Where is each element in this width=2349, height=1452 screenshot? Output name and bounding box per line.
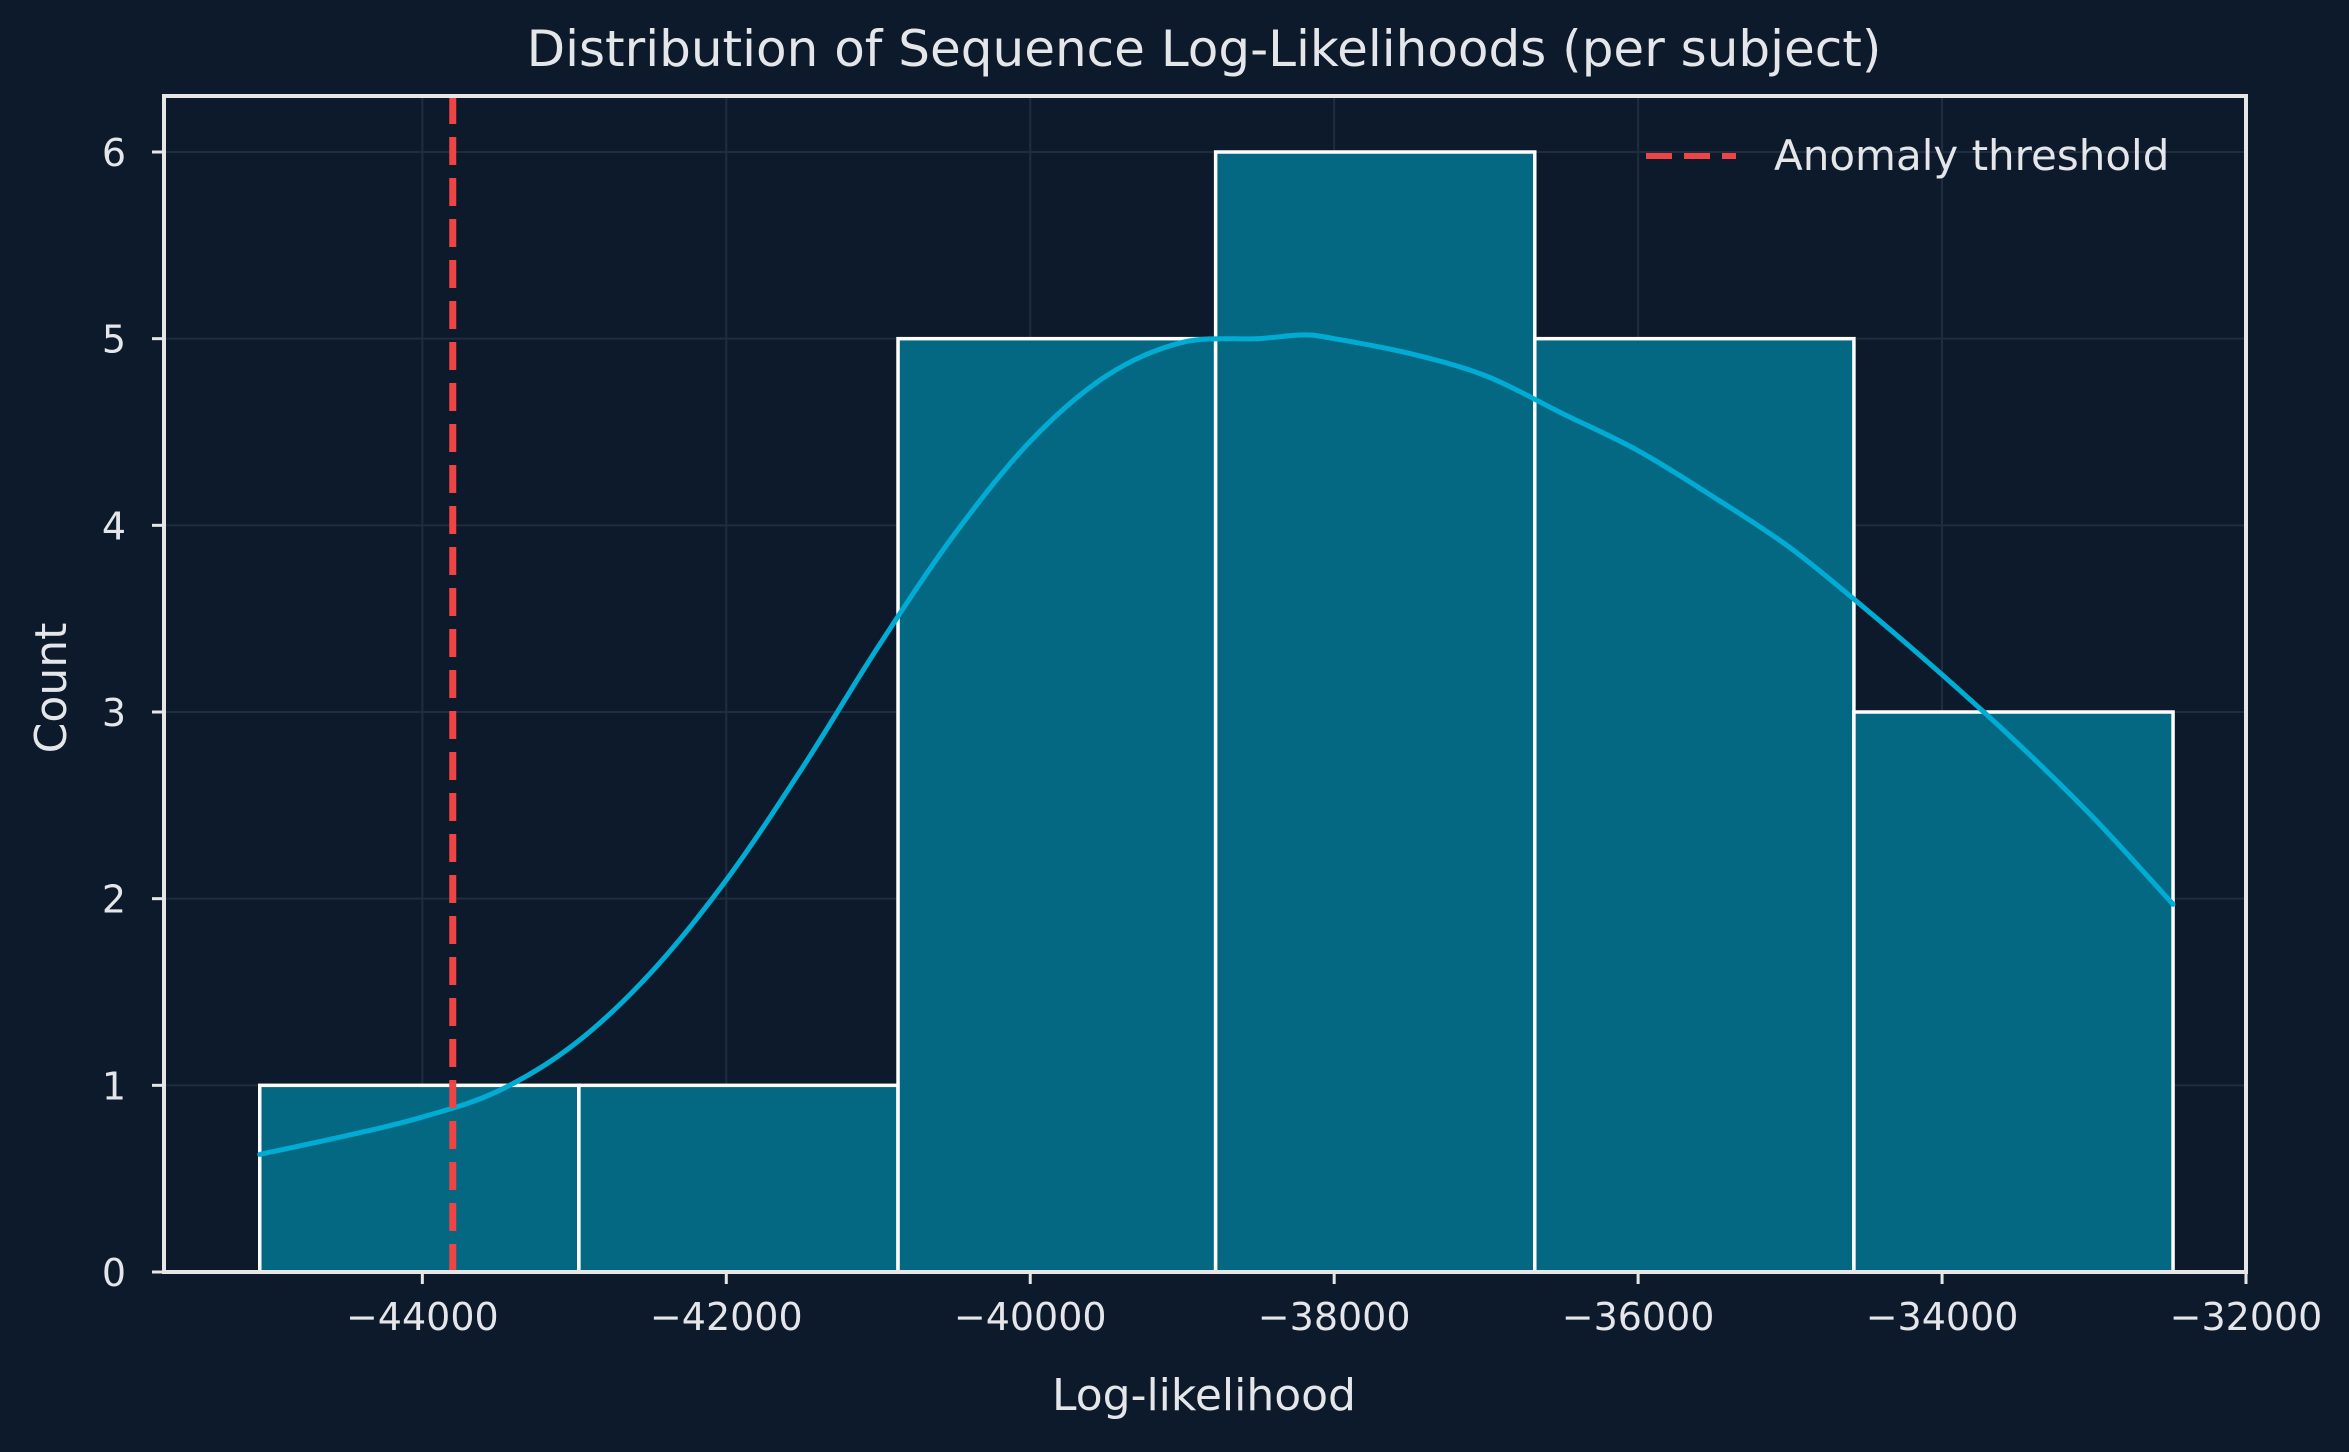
kde-curve bbox=[257, 332, 2176, 1157]
y-tick-label-5: 5 bbox=[102, 318, 126, 362]
histogram-bar-0 bbox=[257, 1083, 581, 1274]
y-tick-label-6: 6 bbox=[102, 131, 126, 175]
kde-layer bbox=[257, 332, 2176, 1157]
y-tick-label-2: 2 bbox=[102, 878, 126, 922]
legend-label-threshold: Anomaly threshold bbox=[1774, 131, 2169, 180]
x-tick-label-2: −40000 bbox=[954, 1295, 1107, 1339]
legend: Anomaly threshold bbox=[1646, 131, 2169, 180]
histogram-bar-3 bbox=[1213, 150, 1537, 1274]
x-axis-label: Log-likelihood bbox=[1052, 1370, 1356, 1421]
histogram-bar-5 bbox=[1852, 710, 2175, 1274]
x-tick-label-3: −38000 bbox=[1258, 1295, 1411, 1339]
x-tick-label-6: −32000 bbox=[2170, 1295, 2323, 1339]
x-tick-label-1: −42000 bbox=[650, 1295, 803, 1339]
y-tick-label-3: 3 bbox=[102, 691, 126, 735]
x-tick-layer: −44000 −42000 −40000 −38000 −36000 −34000 −320… bbox=[346, 1272, 2322, 1339]
y-tick-layer: 0 1 2 3 4 5 6 bbox=[102, 131, 164, 1295]
y-tick-label-1: 1 bbox=[102, 1064, 126, 1108]
histogram-bar-2 bbox=[896, 336, 1218, 1274]
x-tick-label-4: −36000 bbox=[1562, 1295, 1715, 1339]
y-tick-label-4: 4 bbox=[102, 504, 126, 548]
chart-title: Distribution of Sequence Log-Likelihoods… bbox=[527, 20, 1882, 78]
y-axis-label: Count bbox=[26, 623, 77, 754]
x-tick-label-0: −44000 bbox=[346, 1295, 499, 1339]
x-tick-label-5: −34000 bbox=[1866, 1295, 2019, 1339]
histogram-bar-1 bbox=[577, 1083, 900, 1274]
histogram-bar-4 bbox=[1533, 336, 1856, 1274]
y-tick-label-0: 0 bbox=[102, 1251, 126, 1295]
plot-frame bbox=[162, 94, 2248, 1274]
